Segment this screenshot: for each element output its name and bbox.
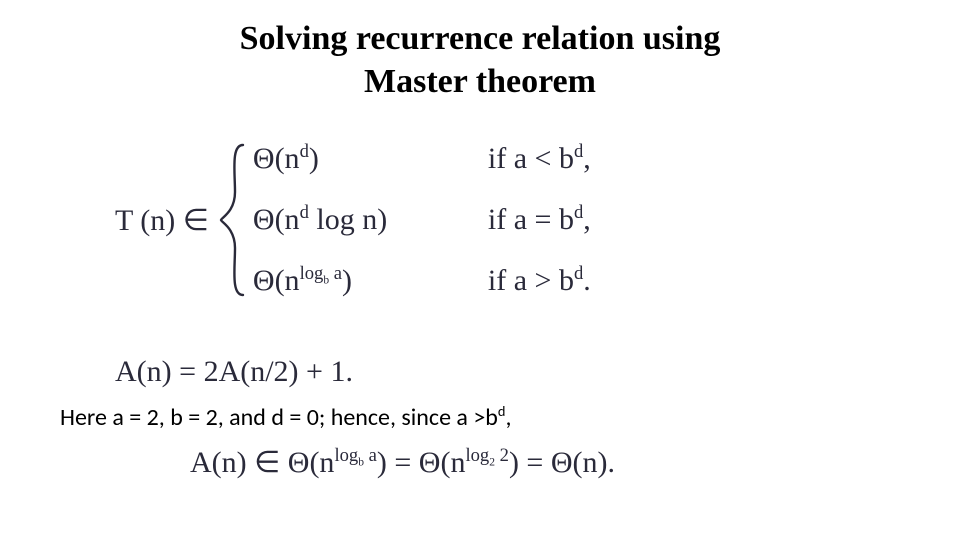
case-row-2: Θ(nd log n) if a = bd,: [253, 203, 591, 237]
title-line-1: Solving recurrence relation using: [240, 20, 721, 57]
case-cond-3: if a > bd.: [488, 264, 591, 298]
case-expr-1: Θ(nd): [253, 142, 488, 176]
case-expr-2: Θ(nd log n): [253, 203, 488, 237]
title-line-2: Master theorem: [364, 63, 596, 100]
left-brace-icon: [217, 142, 249, 298]
result-equation: A(n) ∈ Θ(nlogb a) = Θ(nlog2 2) = Θ(n).: [190, 445, 615, 480]
case-expr-3: Θ(nlogb a): [253, 264, 488, 298]
cases-column: Θ(nd) if a < bd, Θ(nd log n) if a = bd, …: [253, 142, 591, 298]
master-theorem-block: T (n) ∈ Θ(nd) if a < bd, Θ(nd log n) if …: [115, 142, 591, 298]
explain-prefix: Here a = 2, b = 2, and d = 0; hence, sin…: [60, 403, 498, 432]
case-cond-2: if a = bd,: [488, 203, 591, 237]
theorem-lhs: T (n) ∈: [115, 203, 209, 238]
case-row-3: Θ(nlogb a) if a > bd.: [253, 264, 591, 298]
cases-wrapper: Θ(nd) if a < bd, Θ(nd log n) if a = bd, …: [217, 142, 591, 298]
explanation-line: Here a = 2, b = 2, and d = 0; hence, sin…: [60, 403, 511, 432]
case-cond-1: if a < bd,: [488, 142, 591, 176]
case-row-1: Θ(nd) if a < bd,: [253, 142, 591, 176]
recurrence-equation: A(n) = 2A(n/2) + 1.: [115, 355, 353, 389]
slide: Solving recurrence relation using Master…: [0, 0, 960, 540]
slide-title: Solving recurrence relation using Master…: [0, 18, 960, 103]
explain-suffix: ,: [505, 403, 511, 432]
